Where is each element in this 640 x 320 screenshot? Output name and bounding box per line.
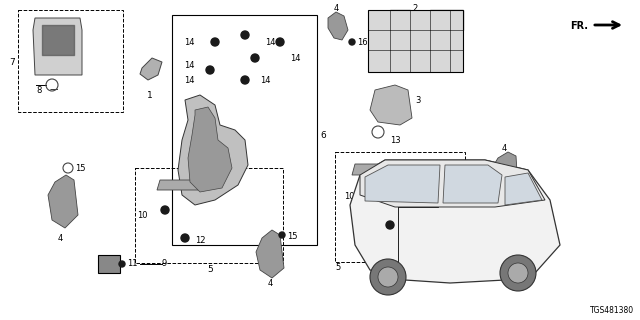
Bar [538, 223, 548, 231]
Text: 14: 14 [290, 53, 301, 62]
Text: 4: 4 [333, 4, 339, 12]
Polygon shape [157, 180, 198, 190]
Polygon shape [352, 164, 398, 175]
Circle shape [508, 263, 528, 283]
Text: TGS481380: TGS481380 [590, 306, 634, 315]
Text: 14: 14 [260, 76, 271, 84]
Polygon shape [188, 107, 232, 192]
Circle shape [181, 234, 189, 242]
Text: 10: 10 [138, 211, 148, 220]
Circle shape [206, 66, 214, 74]
Circle shape [386, 221, 394, 229]
Text: 4: 4 [268, 278, 273, 287]
Text: 12: 12 [195, 236, 205, 244]
Circle shape [517, 185, 523, 191]
Text: 7: 7 [9, 58, 15, 67]
Bar [135, 168, 283, 263]
Text: 13: 13 [390, 135, 401, 145]
Bar [18, 10, 123, 112]
Polygon shape [430, 10, 463, 30]
Text: 3: 3 [415, 95, 420, 105]
Text: 16: 16 [357, 37, 367, 46]
Bar [528, 250, 536, 258]
Text: 14: 14 [184, 60, 195, 69]
Polygon shape [505, 173, 542, 205]
Polygon shape [350, 160, 560, 283]
Text: 2: 2 [412, 4, 418, 12]
Bar [335, 152, 465, 262]
Polygon shape [48, 175, 78, 228]
Circle shape [279, 232, 285, 238]
Text: FR.: FR. [570, 21, 588, 31]
Bar [368, 10, 463, 72]
Circle shape [378, 267, 398, 287]
Text: 6: 6 [320, 131, 326, 140]
Circle shape [241, 76, 249, 84]
Polygon shape [443, 165, 502, 203]
Text: 12: 12 [400, 223, 410, 233]
Circle shape [119, 261, 125, 267]
Circle shape [211, 38, 219, 46]
Text: 11: 11 [127, 260, 138, 268]
Bar [172, 15, 317, 245]
Bar [372, 235, 380, 241]
Polygon shape [360, 160, 545, 207]
Circle shape [161, 206, 169, 214]
Text: 15: 15 [75, 164, 86, 172]
Text: 4: 4 [501, 143, 507, 153]
Text: 4: 4 [58, 234, 63, 243]
Text: 8: 8 [36, 85, 42, 94]
Text: 16: 16 [524, 186, 534, 195]
Polygon shape [328, 12, 348, 40]
Text: 5: 5 [207, 266, 213, 275]
Polygon shape [178, 95, 248, 205]
Polygon shape [365, 165, 440, 203]
Text: 15: 15 [287, 231, 298, 241]
Circle shape [370, 259, 406, 295]
Bar [505, 235, 513, 241]
Text: 14: 14 [265, 37, 275, 46]
Circle shape [251, 54, 259, 62]
Text: 5: 5 [335, 263, 340, 273]
Text: 14: 14 [184, 76, 195, 84]
Circle shape [500, 255, 536, 291]
Polygon shape [256, 230, 284, 278]
Bar [98, 255, 120, 273]
Polygon shape [492, 152, 518, 196]
Polygon shape [140, 58, 162, 80]
Circle shape [241, 31, 249, 39]
Text: 1: 1 [147, 91, 153, 100]
Circle shape [349, 39, 355, 45]
Text: 10: 10 [344, 191, 355, 201]
Text: —: — [50, 85, 58, 94]
Polygon shape [390, 10, 410, 30]
Polygon shape [33, 18, 82, 75]
Polygon shape [370, 85, 412, 125]
Text: 14: 14 [184, 37, 195, 46]
Circle shape [276, 38, 284, 46]
Text: 9: 9 [162, 260, 167, 268]
Circle shape [366, 186, 374, 194]
